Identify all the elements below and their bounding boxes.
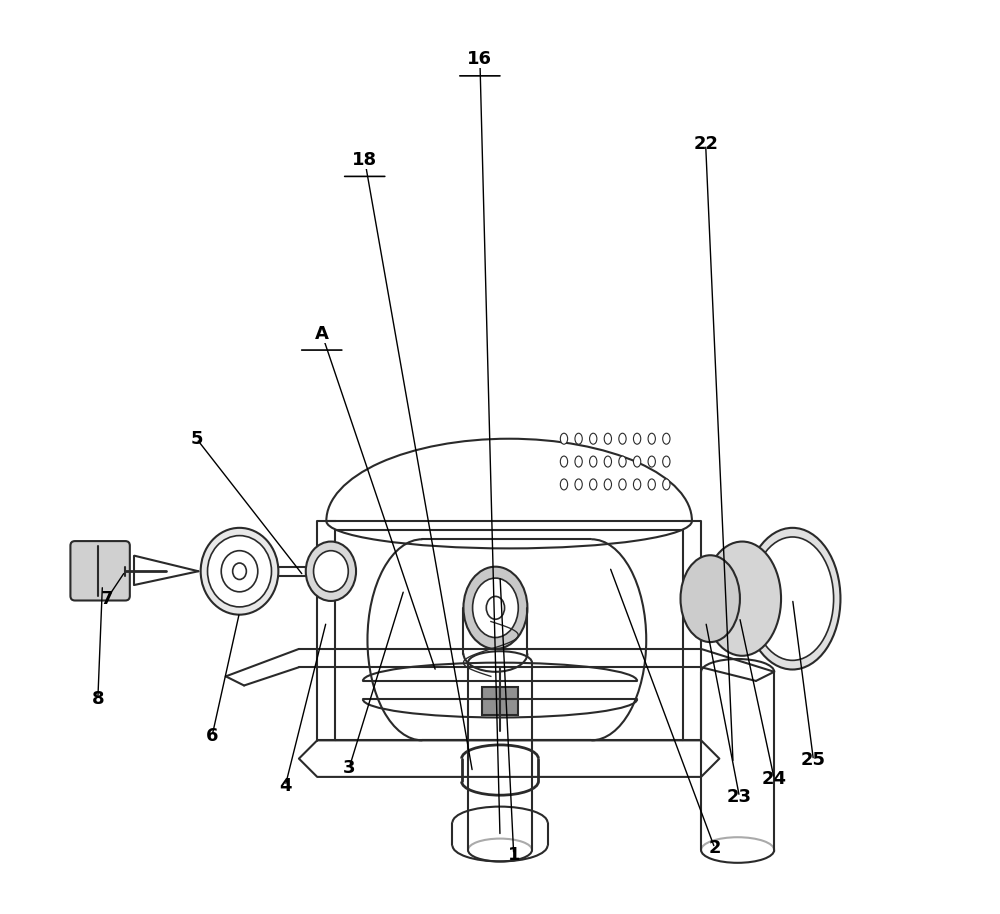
Ellipse shape — [648, 479, 655, 490]
Ellipse shape — [648, 433, 655, 444]
Ellipse shape — [314, 550, 348, 592]
Ellipse shape — [633, 456, 641, 467]
Ellipse shape — [306, 541, 356, 601]
Bar — [767, 605, 782, 620]
Ellipse shape — [590, 433, 597, 444]
Text: 25: 25 — [801, 751, 826, 770]
Text: 1: 1 — [507, 845, 520, 864]
Ellipse shape — [712, 568, 728, 591]
Ellipse shape — [604, 433, 612, 444]
Text: 7: 7 — [101, 590, 113, 608]
Ellipse shape — [604, 479, 612, 490]
Ellipse shape — [619, 456, 626, 467]
Ellipse shape — [734, 625, 750, 649]
Ellipse shape — [619, 479, 626, 490]
Ellipse shape — [473, 579, 518, 638]
Ellipse shape — [463, 567, 527, 649]
Text: 22: 22 — [693, 135, 718, 154]
Bar — [767, 573, 782, 588]
Ellipse shape — [575, 456, 582, 467]
FancyBboxPatch shape — [70, 541, 130, 600]
Text: 8: 8 — [92, 690, 104, 708]
Ellipse shape — [663, 433, 670, 444]
Text: 2: 2 — [709, 839, 721, 857]
Ellipse shape — [633, 433, 641, 444]
Bar — [767, 541, 782, 556]
Text: A: A — [315, 324, 329, 343]
Ellipse shape — [604, 456, 612, 467]
Text: 23: 23 — [727, 788, 752, 806]
Text: 18: 18 — [352, 151, 377, 169]
Text: 4: 4 — [279, 777, 291, 795]
Bar — [482, 687, 518, 715]
Ellipse shape — [744, 528, 840, 669]
Ellipse shape — [619, 433, 626, 444]
Ellipse shape — [663, 479, 670, 490]
Text: 24: 24 — [762, 770, 787, 788]
Ellipse shape — [560, 456, 568, 467]
Ellipse shape — [648, 456, 655, 467]
Ellipse shape — [751, 537, 834, 660]
Ellipse shape — [201, 528, 278, 615]
Ellipse shape — [575, 479, 582, 490]
Ellipse shape — [233, 563, 246, 579]
Ellipse shape — [590, 456, 597, 467]
Text: 5: 5 — [190, 430, 203, 448]
Ellipse shape — [575, 433, 582, 444]
Ellipse shape — [221, 550, 258, 592]
Ellipse shape — [590, 479, 597, 490]
Ellipse shape — [703, 541, 781, 656]
Bar — [790, 605, 804, 620]
Bar — [790, 541, 804, 556]
Ellipse shape — [633, 479, 641, 490]
Text: 6: 6 — [206, 727, 218, 745]
Text: 16: 16 — [467, 50, 492, 69]
Ellipse shape — [560, 479, 568, 490]
Ellipse shape — [486, 597, 505, 620]
Ellipse shape — [560, 433, 568, 444]
Ellipse shape — [663, 456, 670, 467]
Bar — [790, 573, 804, 588]
Ellipse shape — [681, 555, 740, 643]
Ellipse shape — [208, 536, 272, 607]
Ellipse shape — [756, 568, 773, 591]
Text: 3: 3 — [343, 759, 355, 777]
